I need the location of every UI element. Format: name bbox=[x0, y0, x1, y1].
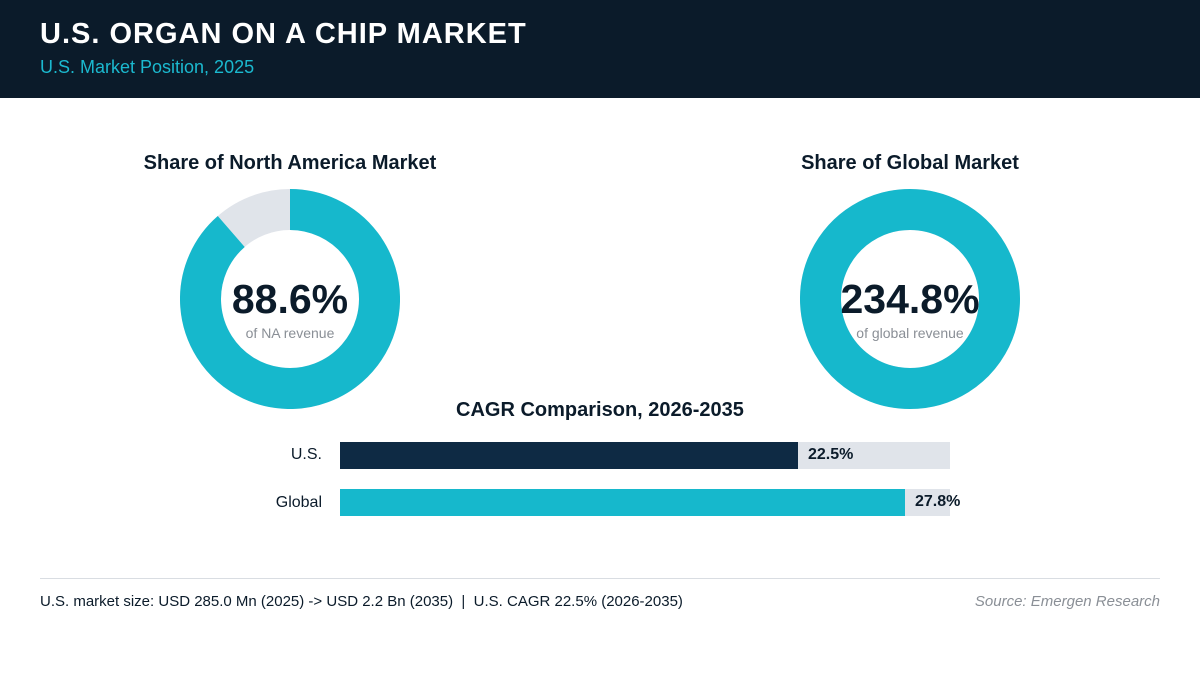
source-note: Source: Emergen Research bbox=[974, 593, 1160, 610]
na-share-donut bbox=[180, 189, 400, 409]
bar-label-global: Global bbox=[275, 494, 322, 511]
page-subtitle: U.S. Market Position, 2025 bbox=[40, 57, 255, 77]
bar-global bbox=[340, 489, 905, 516]
bar-us bbox=[340, 442, 798, 469]
na-share-value: 88.6% bbox=[231, 276, 349, 322]
na-share-title: Share of North America Market bbox=[143, 152, 437, 174]
bar-track-us: 22.5% bbox=[340, 442, 950, 469]
page-title: U.S. ORGAN ON A CHIP MARKET bbox=[40, 18, 527, 50]
header-banner: U.S. ORGAN ON A CHIP MARKET U.S. Market … bbox=[0, 0, 1200, 98]
global-donut-slice bbox=[800, 189, 1020, 409]
market-size-note: U.S. market size: USD 285.0 Mn (2025) ->… bbox=[40, 593, 683, 610]
footer-divider bbox=[40, 578, 1160, 579]
bar-label-us: U.S. bbox=[290, 446, 322, 463]
global-share-title: Share of Global Market bbox=[801, 152, 1019, 174]
global-share-value: 234.8% bbox=[840, 276, 980, 322]
na-share-caption: of NA revenue bbox=[245, 325, 335, 341]
cagr-title: CAGR Comparison, 2026-2035 bbox=[456, 399, 744, 421]
na-donut-slice bbox=[180, 189, 400, 409]
bar-track-global: 27.8% bbox=[340, 489, 960, 516]
global-share-caption: of global revenue bbox=[856, 325, 964, 341]
bar-value-us: 22.5% bbox=[808, 446, 854, 463]
bar-value-global: 27.8% bbox=[915, 493, 961, 510]
global-share-donut bbox=[800, 189, 1020, 409]
